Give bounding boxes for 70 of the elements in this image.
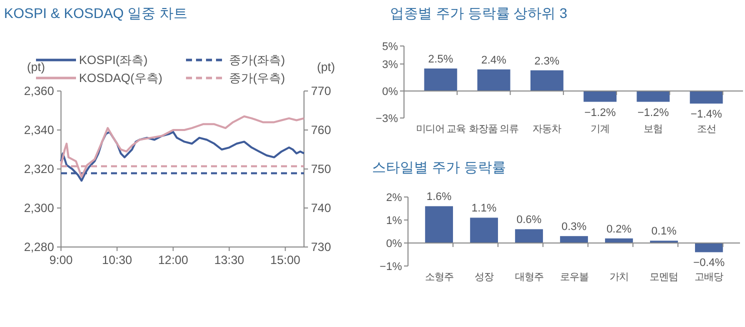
data-label: 2.3% <box>534 55 560 68</box>
x-tick-label: 12:00 <box>158 253 188 267</box>
legend-label: KOSPI(좌측) <box>79 53 148 67</box>
bar <box>690 91 723 104</box>
y-tick-label: 2% <box>386 192 402 204</box>
y-tick-label: −3% <box>376 113 398 125</box>
y-tick-label: 2,280 <box>24 240 54 254</box>
y-tick-label: −1% <box>380 261 402 273</box>
chart-title: 업종별 주가 등락률 상하위 3 <box>390 5 568 21</box>
data-label: 0.1% <box>651 226 677 238</box>
x-tick-label: 가치 <box>609 272 628 283</box>
x-tick-label: 화장품 의류 <box>468 124 520 135</box>
y2-tick-label: 760 <box>311 123 332 137</box>
bar <box>584 91 617 102</box>
bar <box>424 68 458 91</box>
x-tick-label: 기계 <box>590 124 610 135</box>
x-tick-label: 보험 <box>644 124 663 135</box>
bar <box>695 243 723 252</box>
bar <box>470 218 498 243</box>
y-tick-label: 0% <box>382 86 398 98</box>
legend-label: 종가(우측) <box>229 71 285 85</box>
data-label: 2.5% <box>428 54 454 66</box>
y2-tick-label: 770 <box>311 84 332 98</box>
x-tick-label: 대형주 <box>514 272 544 283</box>
chart-title: KOSPI & KOSDAQ 일중 차트 <box>4 5 188 21</box>
x-tick-label: 로우볼 <box>560 272 589 283</box>
bar <box>636 91 670 102</box>
y-tick-label: 5% <box>382 41 398 53</box>
data-label: −0.4% <box>693 257 725 270</box>
x-tick-label: 13:30 <box>214 253 245 267</box>
y2-tick-label: 730 <box>311 240 332 254</box>
data-label: 0.6% <box>516 214 542 226</box>
x-tick-label: 10:30 <box>102 253 132 267</box>
data-label: −1.4% <box>690 108 722 121</box>
x-tick-label: 조선 <box>696 124 716 135</box>
bar <box>530 70 564 91</box>
y-tick-label: 2,360 <box>24 84 54 98</box>
x-tick-label: 9:00 <box>49 253 73 267</box>
chart-title: 스타일별 주가 등락률 <box>372 159 506 175</box>
x-tick-label: 자동차 <box>532 124 562 135</box>
data-label: 1.1% <box>471 202 497 215</box>
y-tick-label: 2,300 <box>24 201 54 215</box>
x-tick-label: 고배당 <box>694 272 724 283</box>
y-tick-label: 0% <box>386 238 402 250</box>
x-tick-label: 소형주 <box>424 272 454 283</box>
legend-label: 종가(좌측) <box>229 53 285 67</box>
bar <box>477 69 510 91</box>
x-tick-label: 15:00 <box>270 253 301 267</box>
data-label: −1.2% <box>637 106 670 119</box>
x-tick-label: 미디어 교육 <box>416 124 466 135</box>
bar <box>560 236 588 243</box>
x-tick-label: 모멘텀 <box>650 272 678 283</box>
y-tick-label: 3% <box>382 59 398 71</box>
data-label: 1.6% <box>426 191 452 204</box>
bar <box>425 206 453 243</box>
data-label: 0.3% <box>561 221 587 234</box>
legend-label: KOSDAQ(우측) <box>79 71 162 85</box>
x-tick-label: 성장 <box>474 272 494 283</box>
y-axis-title: (pt) <box>27 60 46 74</box>
y-tick-label: 2,320 <box>24 162 54 176</box>
y-tick-label: 1% <box>386 215 402 227</box>
data-label: −1.2% <box>584 106 616 119</box>
y2-axis-title: (pt) <box>317 60 336 74</box>
y2-tick-label: 750 <box>311 162 332 176</box>
data-label: 0.2% <box>606 223 632 236</box>
bar <box>515 229 543 243</box>
y2-tick-label: 740 <box>311 201 332 215</box>
y-tick-label: 2,340 <box>24 123 54 137</box>
data-label: 2.4% <box>481 54 507 66</box>
line-series <box>60 130 305 182</box>
